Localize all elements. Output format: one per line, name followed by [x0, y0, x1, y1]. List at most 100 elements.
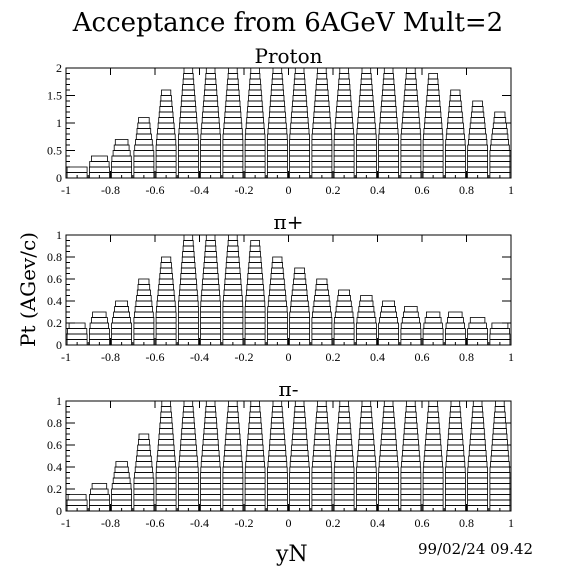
acceptance-cell	[270, 95, 285, 102]
acceptance-cell	[290, 455, 309, 462]
panel-2: -1 -0.8 -0.6 -0.4 -0.2 0 0.2 0.4 0.6 0.8 1 0 0.2 0.4 0…	[47, 394, 514, 530]
x-tick-label: 1	[508, 516, 514, 530]
acceptance-cell	[155, 333, 177, 340]
acceptance-cell	[360, 84, 373, 91]
acceptance-cell	[135, 300, 153, 307]
acceptance-cell	[489, 499, 511, 506]
acceptance-cell	[380, 444, 398, 451]
acceptance-cell	[493, 422, 507, 429]
acceptance-cell	[200, 144, 222, 151]
acceptance-cell	[444, 494, 466, 501]
x-tick-label: 0.4	[370, 183, 385, 197]
acceptance-cell	[492, 122, 507, 129]
x-tick-label: -1	[61, 183, 71, 197]
acceptance-cell	[269, 100, 285, 107]
acceptance-cell	[183, 73, 194, 80]
acceptance-cell	[158, 111, 174, 118]
acceptance-cell	[311, 333, 333, 340]
acceptance-cell	[293, 273, 306, 280]
acceptance-cell	[378, 139, 400, 146]
acceptance-cell	[467, 483, 489, 490]
acceptance-cell	[270, 273, 285, 280]
acceptance-cell	[249, 73, 261, 80]
acceptance-cell	[467, 161, 489, 168]
acceptance-cell	[289, 144, 311, 151]
acceptance-cell	[422, 466, 444, 473]
acceptance-cell	[289, 488, 311, 495]
acceptance-cell	[267, 300, 287, 307]
acceptance-cell	[492, 433, 508, 440]
acceptance-cell	[378, 133, 399, 140]
acceptance-cell	[179, 111, 197, 118]
acceptance-cell	[467, 499, 489, 506]
acceptance-cell	[89, 333, 110, 340]
acceptance-cell	[223, 284, 242, 291]
acceptance-cell	[293, 411, 306, 418]
acceptance-cell	[313, 444, 331, 451]
acceptance-cell	[337, 295, 351, 302]
acceptance-cell	[400, 155, 422, 162]
acceptance-cell	[161, 400, 171, 407]
acceptance-cell	[248, 84, 262, 91]
acceptance-cell	[355, 333, 377, 340]
acceptance-cell	[111, 499, 132, 506]
x-tick-label: -0.4	[190, 516, 209, 530]
acceptance-cell	[183, 406, 194, 413]
acceptance-cell	[405, 406, 417, 413]
acceptance-cell	[133, 166, 155, 173]
acceptance-cell	[224, 278, 242, 285]
acceptance-cell	[222, 322, 244, 329]
acceptance-cell	[469, 444, 487, 451]
x-tick-label: -0.8	[101, 516, 120, 530]
acceptance-cell	[266, 317, 288, 324]
acceptance-cell	[402, 106, 419, 113]
acceptance-cell	[113, 311, 130, 318]
acceptance-cell	[448, 311, 463, 318]
acceptance-cell	[155, 150, 177, 157]
acceptance-cell	[222, 144, 244, 151]
acceptance-cell	[246, 284, 264, 291]
acceptance-cell	[271, 84, 284, 91]
acceptance-cell	[314, 295, 330, 302]
acceptance-cell	[316, 411, 328, 418]
acceptance-cell	[244, 317, 266, 324]
acceptance-cell	[137, 439, 150, 446]
acceptance-cell	[246, 444, 264, 451]
acceptance-cell	[400, 333, 422, 340]
acceptance-cell	[92, 311, 107, 318]
acceptance-cell	[202, 106, 219, 113]
acceptance-cell	[267, 133, 288, 140]
acceptance-cell	[268, 111, 286, 118]
acceptance-cell	[268, 117, 287, 124]
acceptance-cell	[290, 300, 309, 307]
x-tick-label: 0.2	[326, 350, 341, 364]
acceptance-cell	[223, 122, 243, 129]
acceptance-cell	[492, 128, 508, 135]
acceptance-cell	[426, 422, 440, 429]
acceptance-cell	[181, 256, 195, 263]
acceptance-cell	[156, 300, 176, 307]
y-tick-label: 1	[56, 116, 62, 130]
acceptance-cell	[400, 483, 422, 490]
acceptance-cell	[155, 144, 177, 151]
acceptance-cell	[177, 317, 199, 324]
acceptance-cell	[201, 284, 220, 291]
x-tick-label: -0.8	[101, 350, 120, 364]
acceptance-cell	[335, 306, 353, 313]
acceptance-cell	[357, 455, 376, 462]
acceptance-cell	[355, 155, 377, 162]
y-tick-label: 2	[56, 61, 62, 75]
acceptance-cell	[381, 306, 397, 313]
acceptance-cell	[201, 122, 220, 129]
acceptance-cell	[111, 483, 132, 490]
acceptance-cell	[335, 450, 354, 457]
acceptance-cell	[180, 439, 197, 446]
acceptance-cell	[469, 317, 486, 324]
acceptance-cell	[205, 400, 216, 407]
acceptance-cell	[445, 322, 466, 329]
acceptance-cell	[314, 289, 329, 296]
acceptance-cell	[450, 406, 461, 413]
acceptance-cell	[203, 256, 218, 263]
acceptance-cell	[337, 89, 351, 96]
acceptance-cell	[401, 317, 420, 324]
